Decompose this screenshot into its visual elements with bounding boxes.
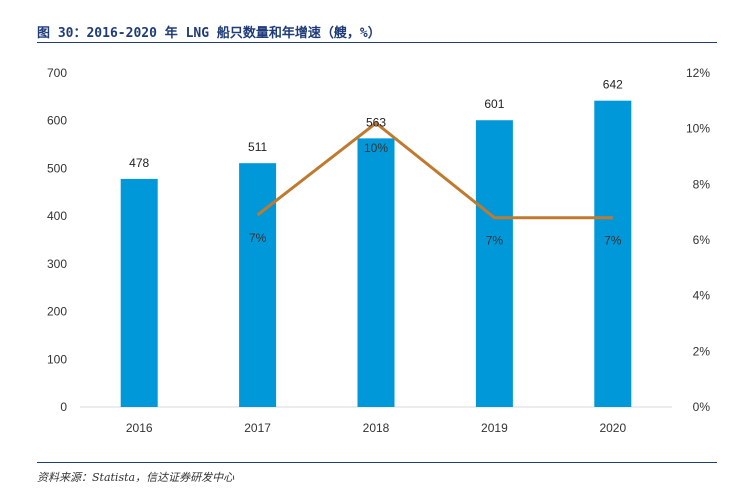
bar: [357, 138, 395, 407]
source-rule: [37, 462, 717, 463]
y-tick-label: 200: [47, 305, 67, 319]
y2-tick-label: 6%: [693, 233, 711, 247]
y-tick-label: 0: [60, 400, 67, 414]
y2-tick-label: 4%: [693, 289, 711, 303]
bar-value-label: 511: [248, 140, 267, 154]
x-tick-label: 2020: [599, 421, 626, 435]
line-point-label: 7%: [249, 231, 267, 245]
title-rule: [37, 42, 717, 43]
y2-tick-label: 12%: [686, 66, 710, 80]
y2-tick-label: 0%: [693, 400, 711, 414]
bar-value-label: 478: [129, 156, 149, 170]
y-tick-label: 600: [47, 114, 67, 128]
bar: [120, 178, 158, 407]
x-tick-label: 2019: [481, 421, 508, 435]
bar: [594, 100, 632, 407]
y-tick-label: 400: [47, 209, 67, 223]
y-tick-label: 500: [47, 161, 67, 175]
y2-tick-label: 10%: [686, 122, 710, 136]
line-point-label: 7%: [604, 234, 622, 248]
bar: [475, 120, 513, 407]
bar-value-label: 601: [484, 97, 504, 111]
bar: [239, 163, 277, 407]
line-point-label: 7%: [486, 234, 504, 248]
x-tick-label: 2018: [363, 421, 390, 435]
source-note: 资料来源：Statista，信达证券研发中心: [37, 471, 235, 484]
y-tick-label: 100: [47, 352, 67, 366]
combo-chart: 0 100 200 300 400 500 600 700 0% 2% 4% 6% 8% 10% 12% 20…: [47, 66, 711, 435]
y-tick-label: 700: [47, 66, 67, 80]
y2-tick-label: 2%: [693, 344, 711, 358]
y2-tick-label: 8%: [693, 177, 711, 191]
figure-title: 图 30：2016-2020 年 LNG 船只数量和年增速（艘，%）: [37, 26, 381, 41]
y-tick-label: 300: [47, 257, 67, 271]
x-tick-label: 2017: [244, 421, 271, 435]
x-tick-label: 2016: [126, 421, 153, 435]
line-point-label: 10%: [364, 141, 388, 155]
growth-line: [256, 121, 613, 220]
bar-value-label: 563: [366, 115, 386, 129]
bar-value-label: 642: [603, 78, 623, 92]
